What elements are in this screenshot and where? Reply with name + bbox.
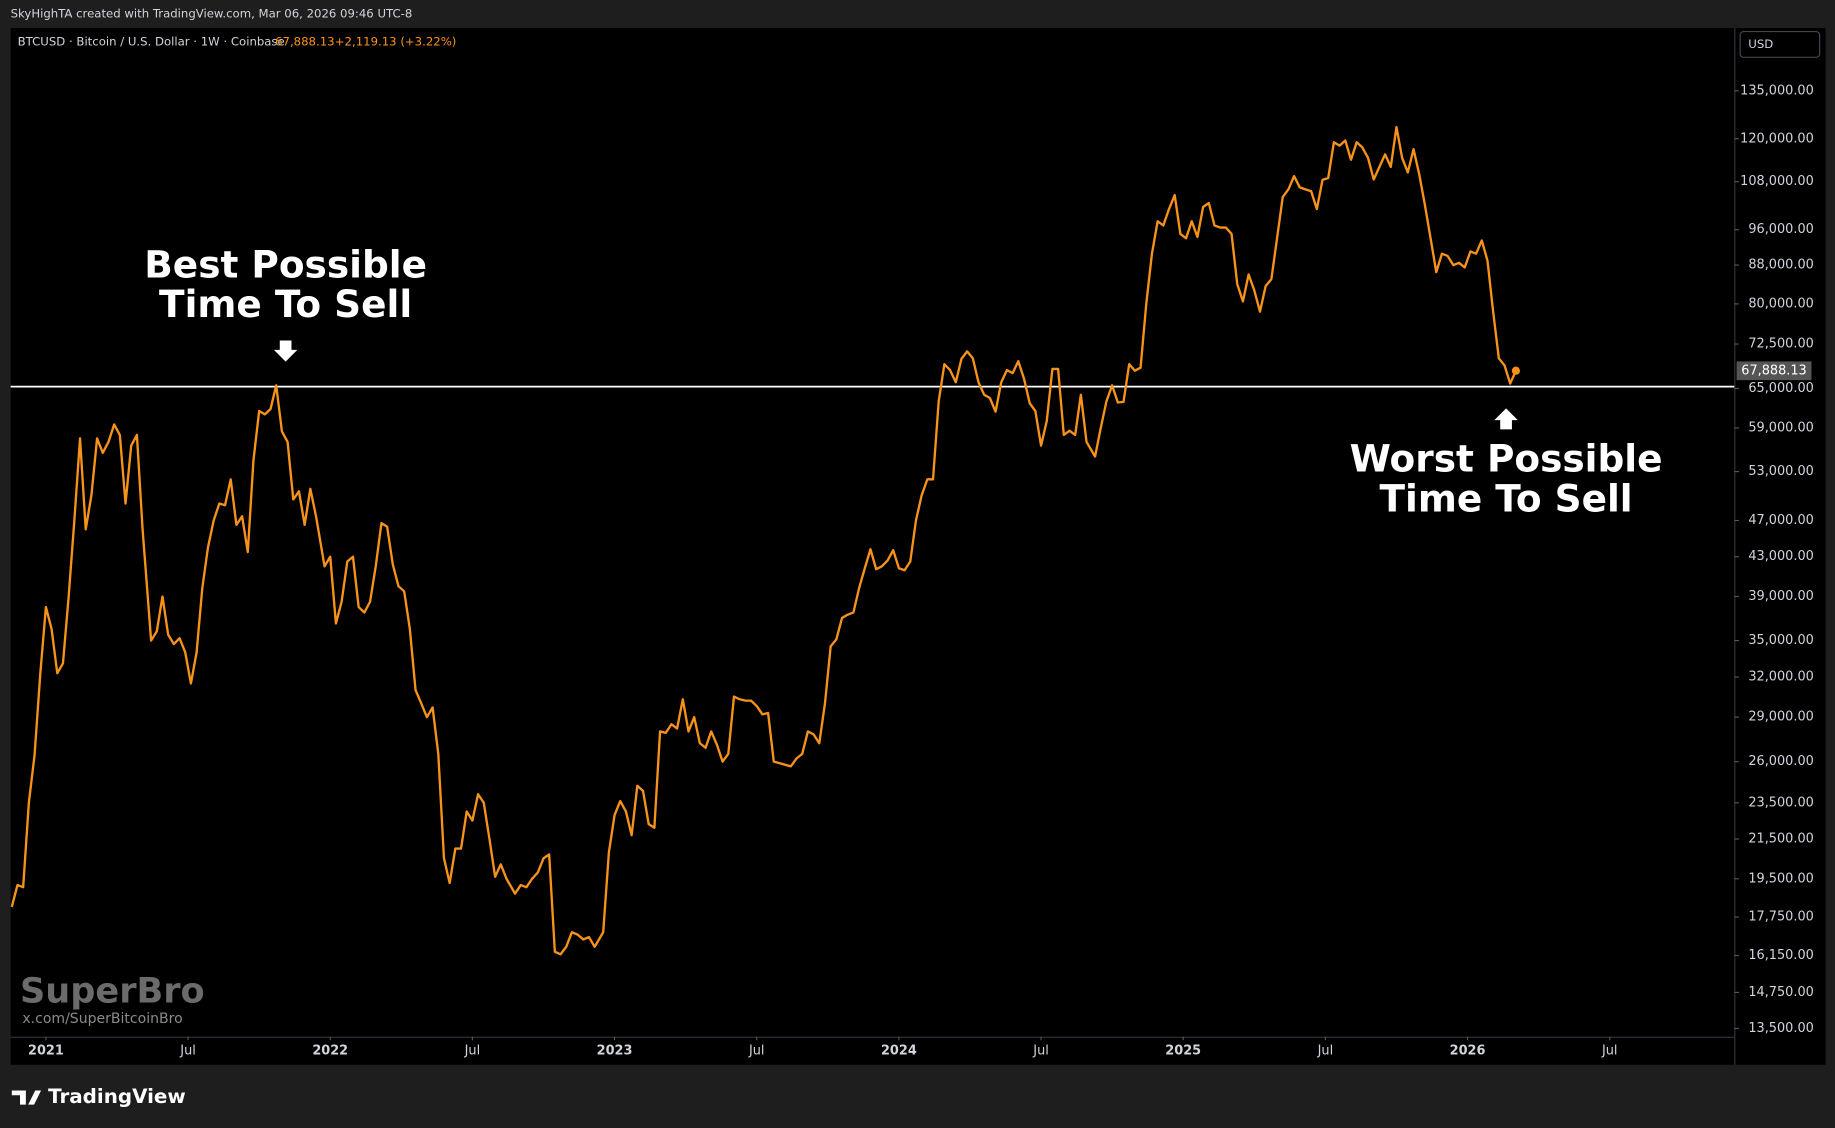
currency[interactable]: USD xyxy=(1748,37,1773,51)
y-tick-label: 35,000.00 xyxy=(1748,633,1813,648)
logo[interactable] xyxy=(11,1090,42,1105)
annotation: Best Possible xyxy=(144,242,427,286)
y-tick-label: 16,150.00 xyxy=(1748,948,1813,963)
y-tick-label: 43,000.00 xyxy=(1748,549,1813,564)
price-label: 67,888.13 xyxy=(1741,363,1806,378)
y-tick-label: 29,000.00 xyxy=(1748,710,1813,725)
y-tick-label: 47,000.00 xyxy=(1748,513,1813,528)
watermark-handle: x.com/SuperBitcoinBro xyxy=(22,1011,182,1027)
arrow-up xyxy=(1494,408,1518,430)
y-tick-label: 23,500.00 xyxy=(1748,795,1813,810)
y-tick-label: 39,000.00 xyxy=(1748,589,1813,604)
x-tick-label: 2024 xyxy=(881,1043,917,1058)
y-tick-label: 32,000.00 xyxy=(1748,670,1813,685)
y-tick-label: 14,750.00 xyxy=(1748,985,1813,1000)
y-tick-label: 65,000.00 xyxy=(1748,381,1813,396)
x-tick-label: Jul xyxy=(179,1043,196,1058)
x-tick-label: 2026 xyxy=(1450,1043,1486,1058)
x-tick-label: Jul xyxy=(748,1043,765,1058)
x-tick-label: Jul xyxy=(1317,1043,1334,1058)
annotation: Worst Possible xyxy=(1350,437,1663,481)
annotation: Time To Sell xyxy=(1379,476,1632,520)
y-tick-label: 80,000.00 xyxy=(1748,296,1813,311)
plot-area xyxy=(10,28,1735,1037)
price-label-box xyxy=(1736,361,1812,381)
price-axis xyxy=(1735,28,1826,1065)
credit: SkyHighTA created with TradingView.com, … xyxy=(11,7,413,21)
x-tick-label: Jul xyxy=(1032,1043,1049,1058)
arrow-down xyxy=(273,340,298,362)
y-tick-label: 135,000.00 xyxy=(1740,83,1814,98)
x-tick-label: 2023 xyxy=(597,1043,633,1058)
change: +2,119.13 (+3.22%) xyxy=(335,35,457,49)
x-tick-label: Jul xyxy=(464,1043,481,1058)
x-tick-label: 2025 xyxy=(1165,1043,1201,1058)
brand[interactable]: TradingView xyxy=(48,1085,186,1108)
y-tick-label: 17,750.00 xyxy=(1748,910,1813,925)
y-tick-label: 13,500.00 xyxy=(1748,1021,1813,1036)
x-tick-label: 2022 xyxy=(312,1043,348,1058)
y-tick-label: 108,000.00 xyxy=(1740,174,1814,189)
x-tick-label: 2021 xyxy=(28,1043,64,1058)
last-point xyxy=(1511,366,1520,375)
y-tick-label: 88,000.00 xyxy=(1748,258,1813,273)
y-tick-label: 53,000.00 xyxy=(1748,464,1813,479)
price-line xyxy=(10,125,1517,956)
y-tick-label: 72,500.00 xyxy=(1748,337,1813,352)
annotation: Time To Sell xyxy=(159,282,412,326)
currency-box[interactable] xyxy=(1739,31,1821,58)
x-tick-label: Jul xyxy=(1601,1043,1618,1058)
y-tick-label: 96,000.00 xyxy=(1748,222,1813,237)
y-tick-label: 120,000.00 xyxy=(1740,131,1814,146)
y-tick-label: 26,000.00 xyxy=(1748,754,1813,769)
y-tick-label: 19,500.00 xyxy=(1748,871,1813,886)
y-tick-label: 59,000.00 xyxy=(1748,420,1813,435)
watermark: SuperBro xyxy=(20,970,205,1011)
symbol: BTCUSD · Bitcoin / U.S. Dollar · 1W · Co… xyxy=(18,35,285,49)
last-price: 67,888.13 xyxy=(275,35,334,49)
time-axis xyxy=(10,1037,1735,1065)
y-tick-label: 21,500.00 xyxy=(1748,832,1813,847)
